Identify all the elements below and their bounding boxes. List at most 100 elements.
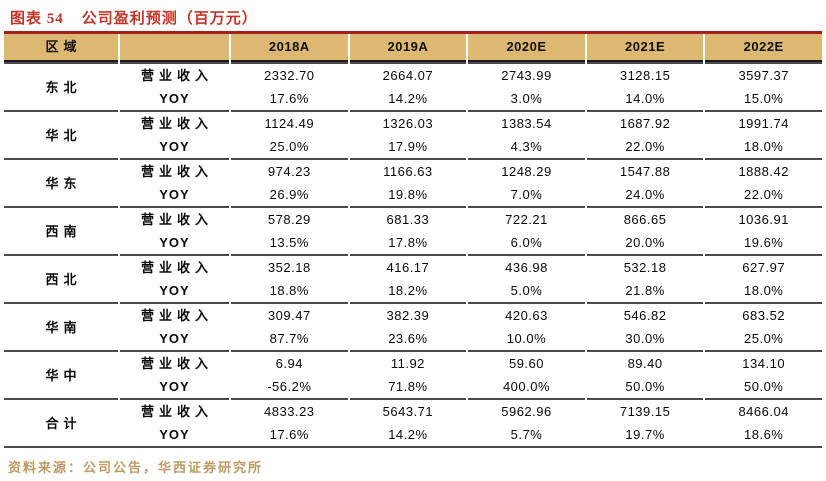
figure-title-row: 图表 54 公司盈利预测（百万元）	[0, 0, 826, 29]
revenue-value-cell: 5643.71	[349, 398, 467, 423]
region-block: 西北 营业收入 352.18 416.17 436.98 532.18 627.…	[4, 254, 822, 302]
yoy-value-cell: 20.0%	[625, 235, 665, 250]
revenue-value-cell: 8466.04	[705, 398, 822, 423]
revenue-value-cell: 2664.07	[349, 62, 467, 87]
yoy-value-cell: 5.0%	[510, 283, 543, 298]
region-block: 华南 营业收入 309.47 382.39 420.63 546.82 683.…	[4, 302, 822, 350]
revenue-value-cell: 59.60	[468, 350, 585, 375]
yoy-value-cell: 22.0%	[744, 187, 784, 202]
revenue-value-cell: 11.92	[349, 350, 467, 375]
revenue-value-cell: 1326.03	[349, 110, 467, 135]
yoy-value-cell: 17.8%	[388, 235, 428, 250]
row-label-yoy: YOY	[159, 283, 190, 298]
revenue-value-cell: 1383.54	[468, 110, 585, 135]
revenue-value-cell: 420.63	[468, 302, 585, 327]
yoy-value-cell: -56.2%	[267, 379, 312, 394]
yoy-value-cell: 14.2%	[388, 91, 428, 106]
revenue-value-cell: 3597.37	[705, 62, 822, 87]
region-name-cell: 东北	[4, 62, 118, 110]
yoy-value-cell: 17.9%	[388, 139, 428, 154]
row-label-yoy: YOY	[159, 331, 190, 346]
revenue-value-cell: 1036.91	[705, 206, 822, 231]
revenue-value-cell: 89.40	[586, 350, 704, 375]
revenue-value-cell: 1547.88	[586, 158, 704, 183]
row-label-revenue: 营业收入	[120, 302, 229, 327]
row-label-yoy: YOY	[159, 187, 190, 202]
row-label-yoy: YOY	[159, 91, 190, 106]
yoy-value-cell: 30.0%	[625, 331, 665, 346]
header-cell-year: 2021E	[586, 34, 704, 62]
yoy-value-cell: 19.7%	[625, 427, 665, 442]
region-block: 合计 营业收入 4833.23 5643.71 5962.96 7139.15 …	[4, 398, 822, 446]
yoy-value-cell: 19.6%	[744, 235, 784, 250]
yoy-value-cell: 21.8%	[625, 283, 665, 298]
yoy-value-cell: 14.0%	[625, 91, 665, 106]
yoy-value-cell: 26.9%	[269, 187, 309, 202]
revenue-value-cell: 1124.49	[231, 110, 348, 135]
region-name-cell: 华北	[4, 110, 118, 158]
yoy-value-cell: 24.0%	[625, 187, 665, 202]
revenue-value-cell: 683.52	[705, 302, 822, 327]
row-label-yoy: YOY	[159, 427, 190, 442]
row-label-revenue: 营业收入	[120, 398, 229, 423]
region-name-cell: 华中	[4, 350, 118, 398]
revenue-value-cell: 532.18	[586, 254, 704, 279]
revenue-value-cell: 134.10	[705, 350, 822, 375]
header-cell-sublabel	[120, 34, 229, 62]
yoy-value-cell: 18.0%	[744, 283, 784, 298]
revenue-value-cell: 578.29	[231, 206, 348, 231]
revenue-value-cell: 1687.92	[586, 110, 704, 135]
revenue-value-cell: 352.18	[231, 254, 348, 279]
region-name-cell: 西南	[4, 206, 118, 254]
header-cell-year: 2020E	[468, 34, 585, 62]
figure-label: 图表 54	[10, 11, 64, 27]
yoy-value-cell: 10.0%	[506, 331, 547, 346]
yoy-value-cell: 400.0%	[502, 379, 551, 394]
row-label-revenue: 营业收入	[120, 110, 229, 135]
yoy-value-cell: 18.0%	[744, 139, 784, 154]
yoy-value-cell: 14.2%	[388, 427, 428, 442]
yoy-value-cell: 4.3%	[510, 139, 543, 154]
table-header: 区域 2018A 2019A 2020E 2021E 2022E	[4, 31, 822, 62]
revenue-value-cell: 4833.23	[231, 398, 348, 423]
revenue-value-cell: 722.21	[468, 206, 585, 231]
yoy-value-cell: 17.6%	[269, 427, 309, 442]
figure-title: 公司盈利预测（百万元）	[81, 11, 258, 27]
forecast-table: 区域 2018A 2019A 2020E 2021E 2022E 东北 营业收入…	[4, 31, 822, 448]
yoy-value-cell: 7.0%	[510, 187, 543, 202]
row-label-yoy: YOY	[159, 235, 190, 250]
region-block: 西南 营业收入 578.29 681.33 722.21 866.65 1036…	[4, 206, 822, 254]
yoy-value-cell: 25.0%	[744, 331, 784, 346]
revenue-value-cell: 1888.42	[705, 158, 822, 183]
yoy-value-cell: 19.8%	[388, 187, 428, 202]
region-block: 华中 营业收入 6.94 11.92 59.60 89.40 134.10 YO…	[4, 350, 822, 398]
row-label-revenue: 营业收入	[120, 350, 229, 375]
region-block: 华东 营业收入 974.23 1166.63 1248.29 1547.88 1…	[4, 158, 822, 206]
revenue-value-cell: 546.82	[586, 302, 704, 327]
revenue-value-cell: 5962.96	[468, 398, 585, 423]
revenue-value-cell: 627.97	[705, 254, 822, 279]
header-cell-region: 区域	[4, 34, 118, 62]
yoy-value-cell: 22.0%	[625, 139, 665, 154]
table-body: 东北 营业收入 2332.70 2664.07 2743.99 3128.15 …	[4, 62, 822, 446]
header-cell-year: 2022E	[705, 34, 822, 62]
yoy-value-cell: 50.0%	[744, 379, 784, 394]
yoy-value-cell: 18.6%	[744, 427, 784, 442]
row-label-revenue: 营业收入	[120, 62, 229, 87]
yoy-value-cell: 25.0%	[269, 139, 309, 154]
revenue-value-cell: 2743.99	[468, 62, 585, 87]
yoy-value-cell: 23.6%	[388, 331, 428, 346]
yoy-value-cell: 87.7%	[269, 331, 309, 346]
revenue-value-cell: 1166.63	[349, 158, 467, 183]
region-block: 东北 营业收入 2332.70 2664.07 2743.99 3128.15 …	[4, 62, 822, 110]
header-cell-year: 2018A	[231, 34, 348, 62]
source-note: 资料来源：公司公告，华西证券研究所	[8, 460, 264, 475]
row-label-revenue: 营业收入	[120, 254, 229, 279]
revenue-value-cell: 2332.70	[231, 62, 348, 87]
yoy-value-cell: 6.0%	[510, 235, 543, 250]
revenue-value-cell: 7139.15	[586, 398, 704, 423]
yoy-value-cell: 13.5%	[269, 235, 309, 250]
region-name-cell: 华南	[4, 302, 118, 350]
revenue-value-cell: 681.33	[349, 206, 467, 231]
